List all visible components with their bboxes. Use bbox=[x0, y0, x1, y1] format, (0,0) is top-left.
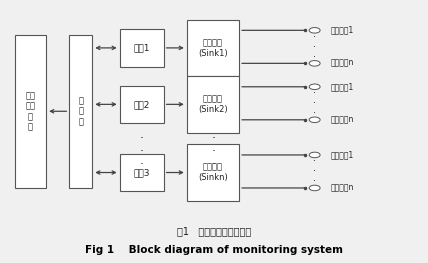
Text: 汇聚节点
(Sink1): 汇聚节点 (Sink1) bbox=[198, 38, 228, 58]
Circle shape bbox=[309, 185, 320, 191]
Text: 汇聚节点
(Sinkn): 汇聚节点 (Sinkn) bbox=[198, 163, 228, 182]
Text: 图1   监测系统整体架构图: 图1 监测系统整体架构图 bbox=[177, 226, 251, 236]
Text: 监测节点1: 监测节点1 bbox=[330, 82, 354, 91]
Text: 网关1: 网关1 bbox=[134, 43, 150, 52]
Text: 监测节点n: 监测节点n bbox=[330, 59, 354, 68]
Circle shape bbox=[309, 28, 320, 33]
Text: 汇聚节点
(Sink2): 汇聚节点 (Sink2) bbox=[198, 95, 228, 114]
Bar bbox=[187, 144, 239, 201]
Bar bbox=[15, 34, 46, 188]
Bar bbox=[119, 154, 163, 191]
Bar bbox=[187, 20, 239, 76]
Text: 网关2: 网关2 bbox=[134, 100, 150, 109]
Text: ·
·
·: · · · bbox=[313, 156, 316, 186]
Text: ·
·
·: · · · bbox=[313, 88, 316, 118]
Text: 监测
管理
中
心: 监测 管理 中 心 bbox=[26, 91, 36, 132]
Bar bbox=[69, 34, 92, 188]
Circle shape bbox=[309, 84, 320, 89]
Text: ·
·
·: · · · bbox=[211, 132, 215, 171]
Circle shape bbox=[309, 117, 320, 123]
Bar bbox=[119, 86, 163, 123]
Circle shape bbox=[309, 152, 320, 158]
Text: ·
·
·: · · · bbox=[313, 32, 316, 62]
Bar bbox=[187, 76, 239, 133]
Text: 监测节点n: 监测节点n bbox=[330, 115, 354, 124]
Text: ·
·
·: · · · bbox=[140, 132, 144, 171]
Text: 网关3: 网关3 bbox=[134, 168, 150, 177]
Text: 监测节点1: 监测节点1 bbox=[330, 26, 354, 35]
Text: Fig 1    Block diagram of monitoring system: Fig 1 Block diagram of monitoring system bbox=[85, 245, 343, 255]
Text: 监测节点n: 监测节点n bbox=[330, 184, 354, 193]
Circle shape bbox=[309, 60, 320, 66]
Text: 监测节点1: 监测节点1 bbox=[330, 150, 354, 159]
Bar bbox=[119, 29, 163, 67]
Text: 路
由
器: 路 由 器 bbox=[78, 96, 83, 126]
